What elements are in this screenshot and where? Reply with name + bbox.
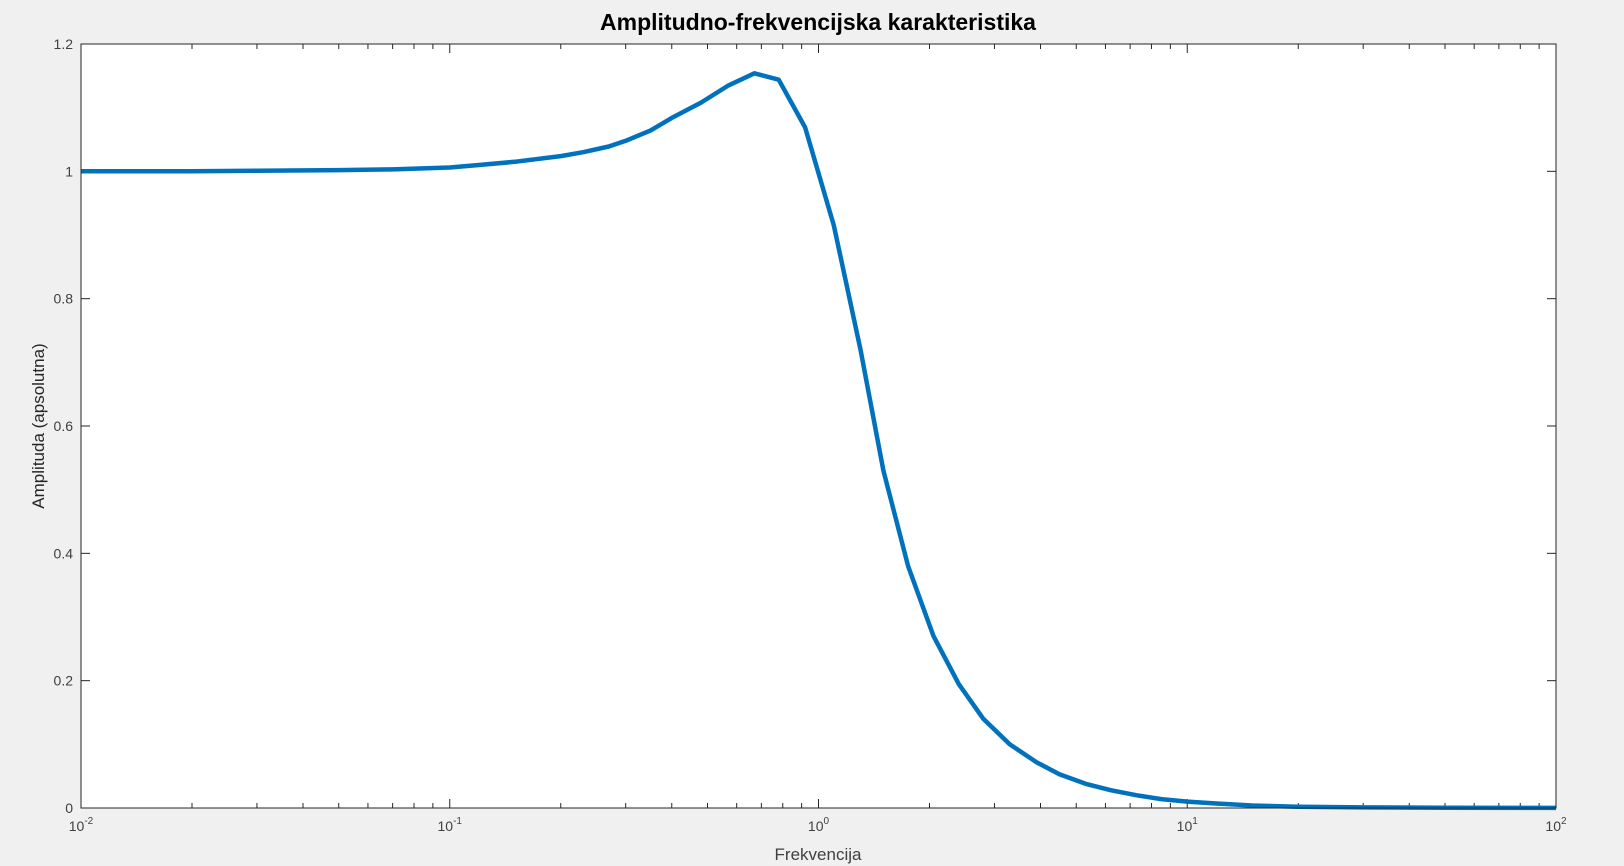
series-line [81, 71, 1557, 811]
y-axis-label: Amplituda (apsolutna) [29, 343, 48, 508]
series-lines [81, 71, 1557, 811]
y-tick-label: 0.2 [54, 673, 74, 689]
axes-box [80, 43, 1557, 809]
x-tick-label: 100 [808, 816, 830, 834]
x-tick-label: 101 [1177, 816, 1199, 834]
x-axis-label: Frekvencija [775, 845, 862, 864]
y-tick-label: 1 [65, 163, 73, 179]
x-tick-label: 102 [1545, 816, 1567, 834]
y-tick-label: 0 [65, 800, 73, 816]
y-tick-label: 0.4 [54, 545, 74, 561]
y-tick-label: 1.2 [54, 36, 74, 52]
plot-area [81, 44, 1556, 808]
x-tick-label: 10-2 [69, 816, 94, 834]
y-tick-label: 0.8 [54, 291, 74, 307]
axis-ticks: 0 0.2 0.4 0.6 0.8 1 1.2 10-2 10-1 100 101 102 [54, 36, 1567, 834]
chart-title: Amplitudno-frekvencijska karakteristika [600, 9, 1036, 35]
x-tick-label: 10-1 [438, 816, 463, 834]
y-tick-label: 0.6 [54, 418, 74, 434]
